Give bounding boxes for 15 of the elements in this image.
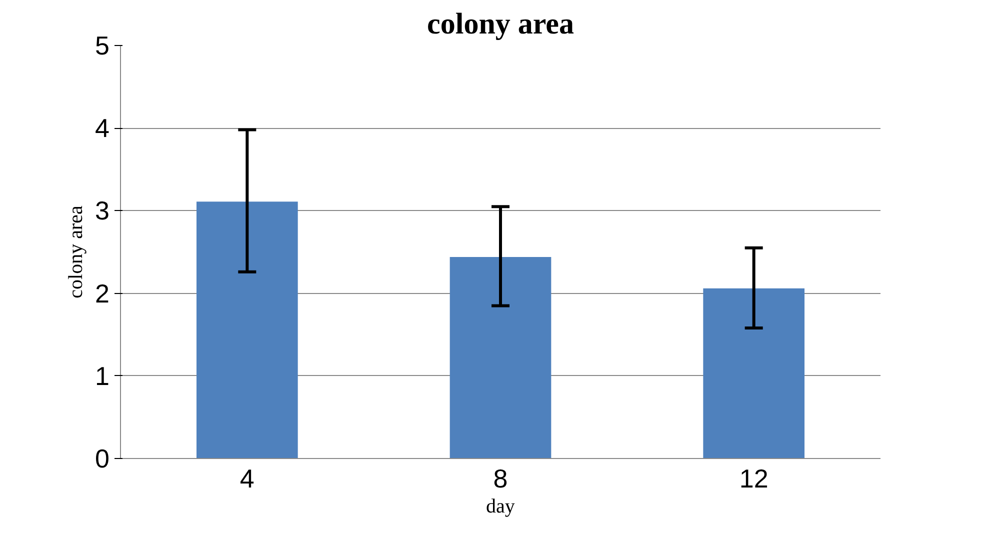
bar	[196, 202, 298, 458]
y-tick-label: 5	[95, 30, 110, 60]
y-tick-label: 1	[95, 360, 110, 391]
y-tick-label: 0	[95, 444, 110, 474]
chart-title: colony area	[427, 8, 574, 40]
y-tick-label: 3	[95, 196, 110, 226]
x-tick-label: 8	[493, 464, 508, 494]
y-axis-title: colony area	[65, 206, 88, 298]
y-tick-label: 4	[95, 113, 110, 144]
x-axis-title: day	[486, 496, 515, 518]
bar	[703, 288, 804, 458]
x-tick-label: 4	[240, 464, 254, 494]
bar	[450, 256, 552, 458]
x-tick-label: 12	[739, 464, 768, 494]
y-tick-label: 2	[95, 278, 110, 308]
